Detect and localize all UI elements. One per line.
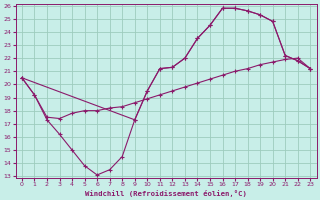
X-axis label: Windchill (Refroidissement éolien,°C): Windchill (Refroidissement éolien,°C) bbox=[85, 190, 247, 197]
